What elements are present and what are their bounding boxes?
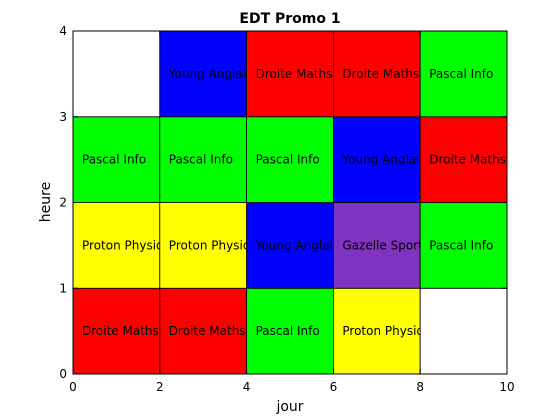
x-tick-label: 8 xyxy=(416,380,424,394)
axes-layer: 0 2 4 6 8 10 0 1 2 3 4 xyxy=(59,24,514,394)
cell-label: Proton Physique xyxy=(82,238,179,252)
cell-pascal-info xyxy=(246,116,334,203)
x-tick-label: 10 xyxy=(499,380,514,394)
cell-label: Pascal Info xyxy=(256,153,320,167)
cell-pascal-info xyxy=(419,202,508,289)
cell-label: Proton Physique xyxy=(169,238,266,252)
y-tick-label: 1 xyxy=(59,281,67,295)
cell-label: Young Anglais xyxy=(168,67,252,81)
chart-title: EDT Promo 1 xyxy=(239,11,340,27)
cell-label: Proton Physique xyxy=(342,324,439,338)
cell-empty xyxy=(419,287,508,375)
cell-label: Gazelle Sport xyxy=(342,238,423,252)
cell-label: Droite Maths xyxy=(82,324,159,338)
y-tick-label: 2 xyxy=(59,196,67,210)
cell-label: Young Anglais xyxy=(255,238,339,252)
cell-pascal-info xyxy=(419,30,508,118)
cell-label: Droite Maths xyxy=(169,324,246,338)
x-axis-label: jour xyxy=(275,399,303,415)
cell-droite-maths xyxy=(72,287,161,375)
y-tick-label: 0 xyxy=(59,367,67,381)
cell-label: Pascal Info xyxy=(82,153,146,167)
cell-label: Pascal Info xyxy=(169,153,233,167)
cell-young-anglais xyxy=(332,116,421,203)
x-tick-label: 0 xyxy=(69,380,77,394)
y-axis-label: heure xyxy=(38,182,54,222)
cell-proton-physique xyxy=(332,287,421,375)
y-tick-label: 4 xyxy=(59,24,67,38)
x-tick-label: 2 xyxy=(156,380,164,394)
cell-droite-maths xyxy=(332,30,421,118)
cell-pascal-info xyxy=(246,287,334,375)
cell-label: Droite Maths xyxy=(342,67,419,81)
cell-proton-physique xyxy=(159,202,248,289)
x-tick-label: 4 xyxy=(243,380,251,394)
cell-label: Pascal Info xyxy=(256,324,320,338)
cell-label: Droite Maths xyxy=(429,153,506,167)
cell-label: Pascal Info xyxy=(429,238,493,252)
cell-empty xyxy=(72,30,161,118)
cell-gazelle-sport xyxy=(332,202,421,289)
cell-label: Young Anglais xyxy=(341,153,425,167)
cell-label: Pascal Info xyxy=(429,67,493,81)
x-tick-label: 6 xyxy=(330,380,338,394)
cell-young-anglais xyxy=(159,30,248,118)
cell-proton-physique xyxy=(72,202,161,289)
cells-layer: Droite Maths Droite Maths Pascal Info Proto… xyxy=(72,30,508,375)
cell-label: Droite Maths xyxy=(256,67,333,81)
cell-pascal-info xyxy=(159,116,248,203)
y-tick-label: 3 xyxy=(59,110,67,124)
